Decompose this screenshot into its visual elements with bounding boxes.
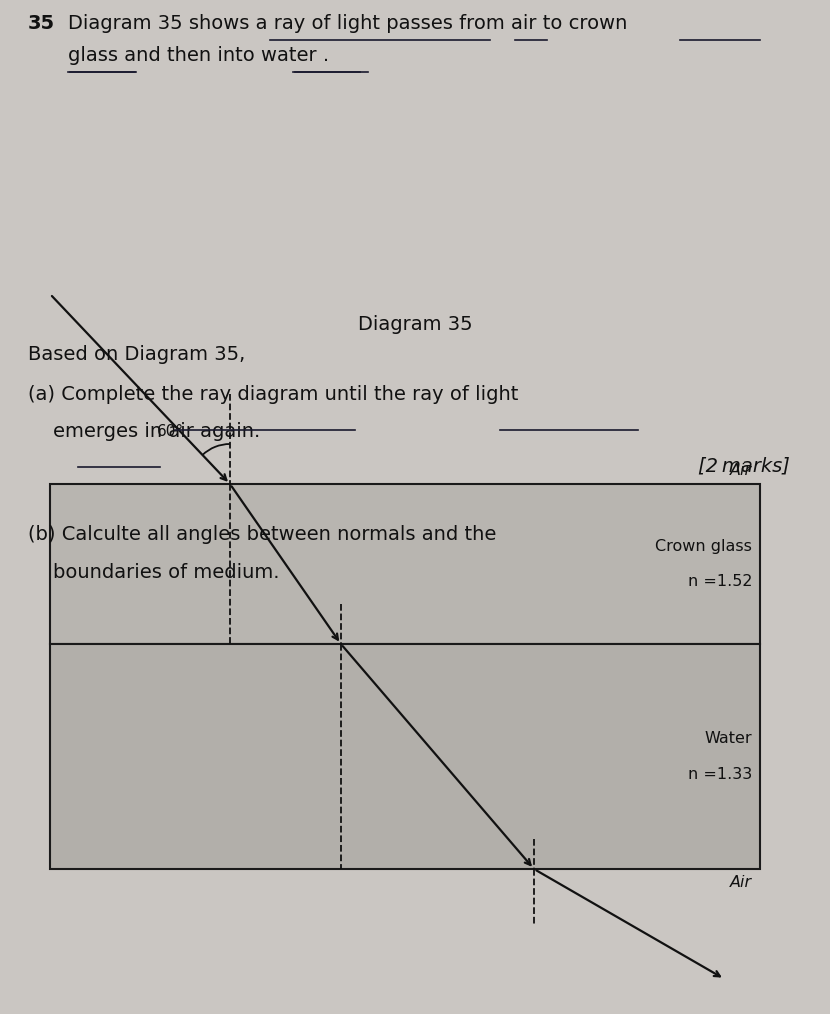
Text: 60°: 60°: [156, 425, 183, 439]
Text: Diagram 35: Diagram 35: [358, 315, 472, 334]
Text: n =1.33: n =1.33: [688, 767, 752, 782]
Text: emerges in air again.: emerges in air again.: [28, 422, 261, 441]
Text: 35: 35: [28, 14, 55, 33]
Text: Based on Diagram 35,: Based on Diagram 35,: [28, 345, 245, 364]
Bar: [50, 484, 760, 644]
Text: boundaries of medium.: boundaries of medium.: [28, 563, 280, 582]
Bar: [50, 644, 760, 869]
Text: Crown glass: Crown glass: [655, 538, 752, 554]
Text: Air: Air: [730, 875, 752, 890]
Text: (b) Calculte all angles between normals and the: (b) Calculte all angles between normals …: [28, 525, 496, 544]
Text: Water: Water: [705, 731, 752, 746]
Text: Diagram 35 shows a ray of light passes from air to crown: Diagram 35 shows a ray of light passes f…: [68, 14, 627, 33]
Text: (a) Complete the ray diagram until the ray of light: (a) Complete the ray diagram until the r…: [28, 385, 519, 404]
Text: [2 marks]: [2 marks]: [698, 457, 790, 476]
Text: Air: Air: [730, 463, 752, 478]
Text: n =1.52: n =1.52: [687, 575, 752, 589]
Text: glass and then into water .: glass and then into water .: [68, 46, 330, 65]
